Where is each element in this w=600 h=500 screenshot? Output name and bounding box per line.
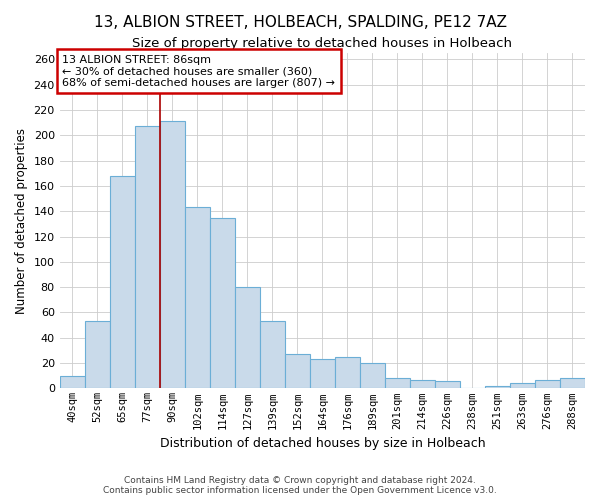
Bar	[285, 354, 310, 388]
Bar	[410, 380, 435, 388]
Bar	[535, 380, 560, 388]
Bar	[59, 376, 85, 388]
Bar	[385, 378, 410, 388]
Bar	[510, 384, 535, 388]
Bar	[110, 176, 135, 388]
Bar	[560, 378, 585, 388]
Bar	[85, 322, 110, 388]
Bar	[235, 287, 260, 388]
Bar	[335, 357, 360, 388]
Bar	[360, 363, 385, 388]
Bar	[435, 381, 460, 388]
Bar	[310, 360, 335, 388]
X-axis label: Distribution of detached houses by size in Holbeach: Distribution of detached houses by size …	[160, 437, 485, 450]
Text: 13, ALBION STREET, HOLBEACH, SPALDING, PE12 7AZ: 13, ALBION STREET, HOLBEACH, SPALDING, P…	[94, 15, 506, 30]
Title: Size of property relative to detached houses in Holbeach: Size of property relative to detached ho…	[133, 38, 512, 51]
Bar	[160, 122, 185, 388]
Bar	[135, 126, 160, 388]
Bar	[185, 208, 210, 388]
Text: 13 ALBION STREET: 86sqm
← 30% of detached houses are smaller (360)
68% of semi-d: 13 ALBION STREET: 86sqm ← 30% of detache…	[62, 54, 335, 88]
Bar	[210, 218, 235, 388]
Bar	[485, 386, 510, 388]
Bar	[260, 322, 285, 388]
Y-axis label: Number of detached properties: Number of detached properties	[15, 128, 28, 314]
Text: Contains HM Land Registry data © Crown copyright and database right 2024.
Contai: Contains HM Land Registry data © Crown c…	[103, 476, 497, 495]
